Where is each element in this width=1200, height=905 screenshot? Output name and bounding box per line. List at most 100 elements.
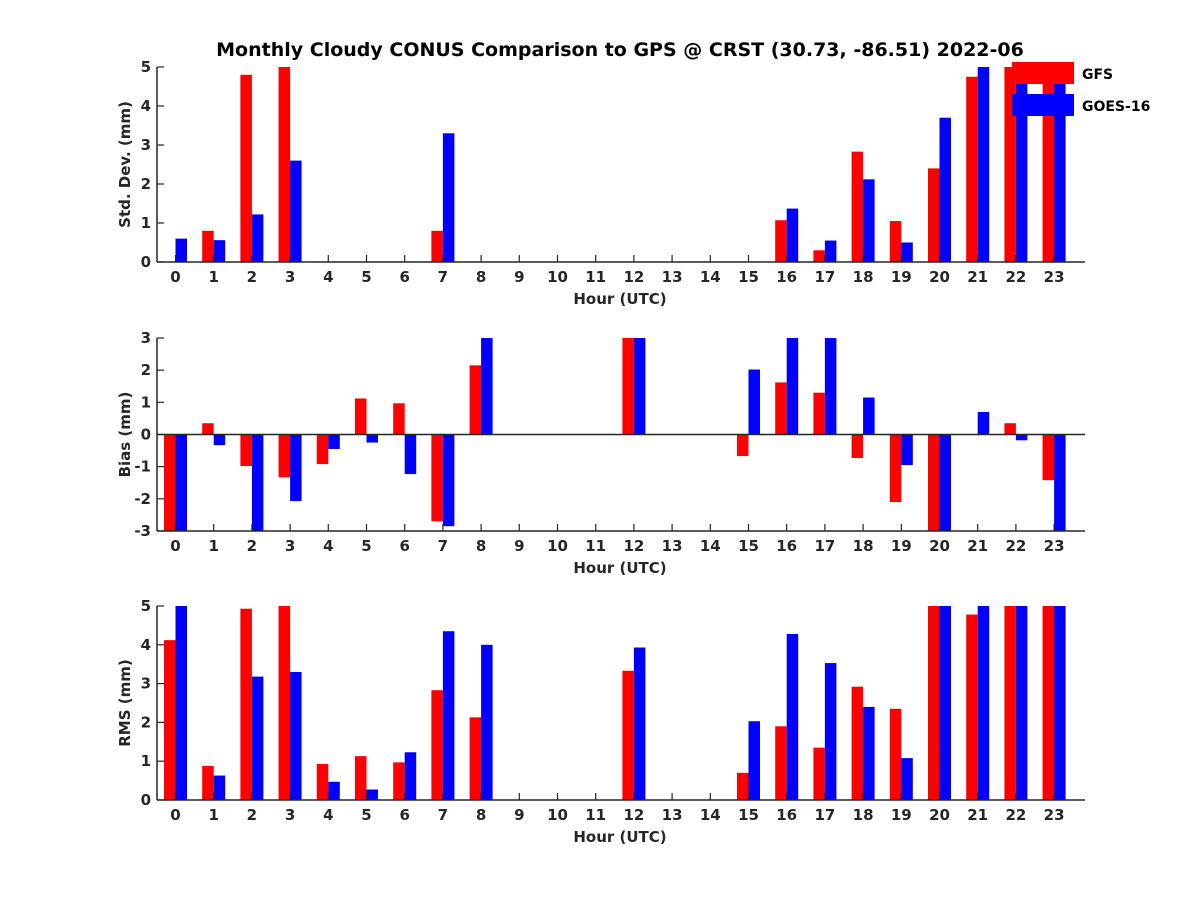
bar-goes-16-hour-4 — [328, 781, 340, 800]
x-tick-label: 19 — [891, 806, 912, 824]
x-tick-label: 14 — [700, 806, 721, 824]
bar-goes-16-hour-18 — [863, 706, 875, 800]
bar-goes-16-hour-23 — [1054, 606, 1066, 800]
y-tick-label: -3 — [134, 522, 151, 540]
bar-gfs-hour-17 — [813, 392, 825, 435]
x-tick-label: 20 — [929, 806, 950, 824]
y-tick-label: 5 — [141, 58, 151, 76]
bar-gfs-hour-20 — [928, 606, 940, 800]
x-tick-label: 15 — [738, 537, 759, 555]
bar-gfs-hour-1 — [202, 423, 214, 435]
bar-gfs-hour-18 — [851, 151, 864, 262]
bar-goes-16-hour-15 — [748, 721, 760, 800]
bar-gfs-hour-8 — [469, 717, 482, 800]
x-tick-label: 22 — [1005, 537, 1026, 555]
y-tick-label: 3 — [141, 329, 151, 347]
bar-gfs-hour-6 — [393, 403, 405, 435]
bar-goes-16-hour-3 — [290, 671, 302, 800]
bar-goes-16-hour-5 — [366, 789, 378, 800]
bar-goes-16-hour-18 — [863, 397, 875, 435]
x-tick-label: 12 — [623, 268, 644, 286]
bar-goes-16-hour-22 — [1015, 606, 1028, 800]
bar-goes-16-hour-3 — [290, 434, 302, 502]
x-tick-label: 11 — [585, 806, 606, 824]
y-tick-label: 1 — [141, 393, 151, 411]
x-tick-label: 19 — [891, 268, 912, 286]
legend-label: GFS — [1082, 67, 1113, 83]
x-tick-label: 7 — [438, 268, 448, 286]
x-tick-label: 9 — [514, 806, 524, 824]
x-tick-label: 3 — [285, 268, 295, 286]
bar-gfs-hour-16 — [775, 726, 787, 800]
bar-goes-16-hour-15 — [748, 369, 760, 435]
x-tick-label: 21 — [967, 806, 988, 824]
x-tick-label: 9 — [514, 537, 524, 555]
bar-goes-16-hour-21 — [977, 67, 990, 262]
bar-gfs-hour-19 — [889, 434, 902, 503]
y-tick-label: 1 — [141, 214, 151, 232]
x-tick-label: 10 — [547, 806, 568, 824]
bar-goes-16-hour-19 — [901, 242, 913, 262]
bar-goes-16-hour-1 — [213, 434, 226, 446]
bar-gfs-hour-1 — [202, 765, 214, 800]
y-tick-label: -2 — [134, 490, 151, 508]
bar-gfs-hour-19 — [889, 708, 902, 800]
x-tick-label: 9 — [514, 268, 524, 286]
x-tick-label: 23 — [1044, 806, 1065, 824]
y-tick-label: 0 — [141, 253, 151, 271]
y-axis-label: Bias (mm) — [116, 392, 134, 478]
bar-goes-16-hour-16 — [786, 633, 799, 800]
bar-gfs-hour-18 — [851, 434, 864, 458]
x-tick-label: 12 — [623, 537, 644, 555]
x-tick-label: 20 — [929, 268, 950, 286]
x-tick-label: 21 — [967, 537, 988, 555]
x-tick-label: 22 — [1005, 268, 1026, 286]
bar-gfs-hour-21 — [966, 76, 978, 262]
bar-gfs-hour-2 — [240, 74, 252, 262]
bar-gfs-hour-2 — [240, 434, 252, 467]
x-tick-label: 23 — [1044, 268, 1065, 286]
x-tick-label: 1 — [208, 537, 218, 555]
bar-gfs-hour-0 — [164, 434, 176, 531]
x-tick-label: 10 — [547, 268, 568, 286]
bar-goes-16-hour-8 — [481, 644, 493, 800]
y-tick-label: 3 — [141, 675, 151, 693]
y-axis-label: RMS (mm) — [116, 659, 134, 746]
bar-gfs-hour-23 — [1042, 434, 1055, 481]
bar-goes-16-hour-20 — [939, 117, 951, 262]
bar-goes-16-hour-3 — [290, 160, 302, 262]
bar-goes-16-hour-23 — [1054, 434, 1066, 531]
x-tick-label: 21 — [967, 268, 988, 286]
x-tick-label: 20 — [929, 537, 950, 555]
y-tick-label: 0 — [141, 426, 151, 444]
bar-goes-16-hour-2 — [251, 676, 264, 800]
bar-gfs-hour-12 — [622, 338, 634, 435]
x-tick-label: 4 — [323, 806, 333, 824]
bar-gfs-hour-3 — [278, 606, 291, 800]
x-tick-label: 6 — [399, 268, 409, 286]
bar-gfs-hour-16 — [775, 382, 787, 435]
x-tick-label: 15 — [738, 806, 759, 824]
bar-gfs-hour-5 — [355, 398, 367, 435]
y-tick-label: 5 — [141, 597, 151, 615]
x-tick-label: 10 — [547, 537, 568, 555]
x-tick-label: 5 — [361, 268, 371, 286]
x-tick-label: 17 — [814, 806, 835, 824]
bar-gfs-hour-21 — [966, 614, 978, 800]
x-tick-label: 13 — [662, 806, 683, 824]
x-tick-label: 5 — [361, 537, 371, 555]
x-tick-label: 3 — [285, 806, 295, 824]
legend-swatch-goes-16 — [1012, 94, 1074, 116]
bar-gfs-hour-17 — [813, 747, 825, 800]
x-tick-label: 14 — [700, 268, 721, 286]
bar-goes-16-hour-5 — [366, 434, 378, 443]
x-tick-label: 16 — [776, 806, 797, 824]
x-axis-label: Hour (UTC) — [573, 559, 666, 577]
bar-goes-16-hour-0 — [175, 238, 187, 262]
bar-goes-16-hour-23 — [1054, 67, 1066, 262]
bar-gfs-hour-17 — [813, 250, 825, 262]
